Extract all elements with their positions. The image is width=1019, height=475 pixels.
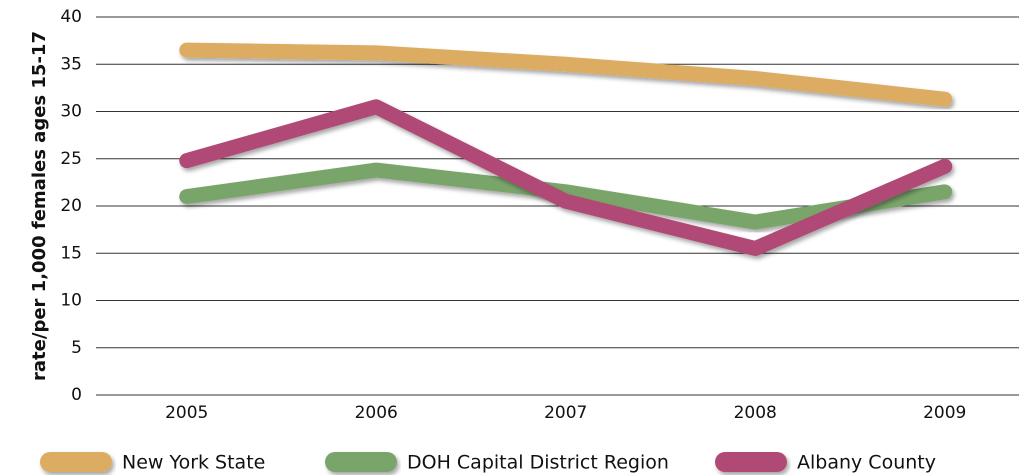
y-tick-label: 35 [60,54,82,74]
y-tick-label: 30 [60,102,82,122]
y-axis-label: rate/per 1,000 females ages 15-17 [29,31,50,381]
x-tick-label: 2006 [355,403,398,423]
series-line [179,99,953,257]
x-tick-label: 2009 [923,403,966,423]
y-tick-label: 15 [60,243,82,263]
legend-label: Albany County [797,452,936,474]
series-line [179,162,953,230]
legend-label: DOH Capital District Region [407,452,669,474]
y-tick-label: 10 [60,291,82,311]
y-tick-label: 25 [60,149,82,169]
y-tick-label: 0 [71,385,82,405]
legend-swatch [40,452,112,472]
series-line [179,42,953,107]
y-tick-label: 5 [71,338,82,358]
x-tick-label: 2005 [165,403,208,423]
legend-label: New York State [122,452,265,474]
y-tick-label: 40 [60,7,82,27]
legend-swatch [325,452,397,472]
legend-swatch [715,452,787,472]
x-tick-label: 2007 [544,403,587,423]
x-tick-label: 2008 [734,403,777,423]
y-tick-label: 20 [60,196,82,216]
